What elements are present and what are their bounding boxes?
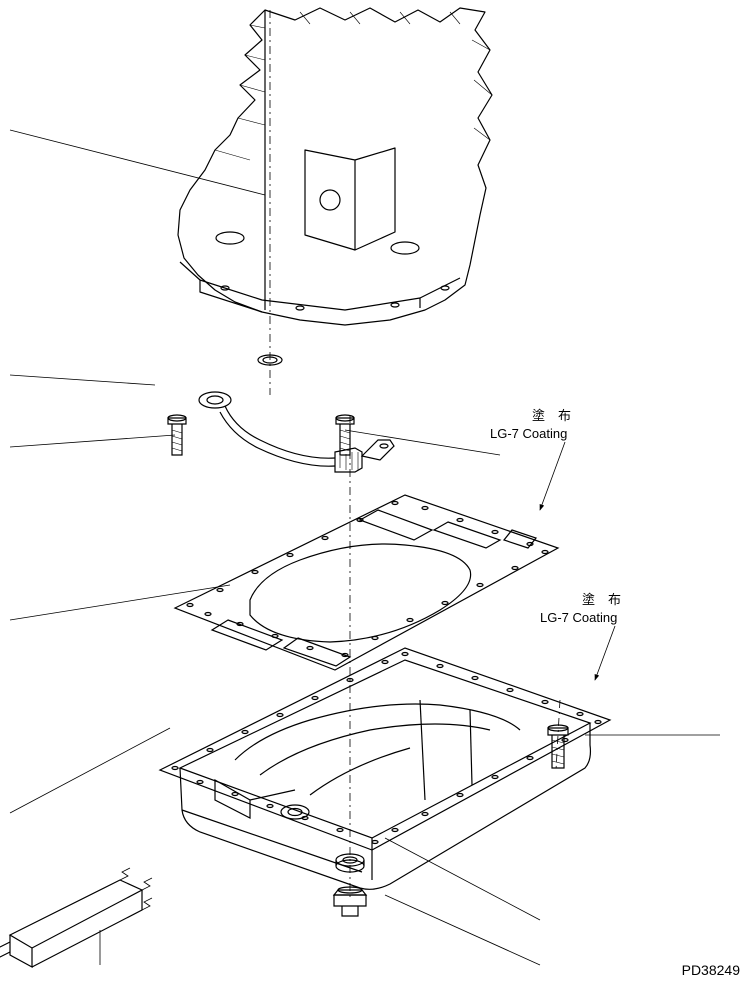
center-lines [270,10,560,900]
gasket [175,495,558,670]
tool-extension [0,868,152,967]
drain-plug [334,887,366,916]
engine-block [178,8,492,325]
coating-label-2-text: LG-7 Coating [540,610,617,625]
coating-label-2-text: 塗 布 [582,592,621,607]
diagram-id: PD38249 [682,962,741,978]
coating-label-1-text: 塗 布 [532,408,571,423]
oil-pan [160,648,610,889]
leader-lines [10,130,720,965]
labels: 塗 布 LG-7 Coating 塗 布 LG-7 Coating [490,408,621,680]
pickup-tube [199,392,394,472]
coating-label-1-text: LG-7 Coating [490,426,567,441]
